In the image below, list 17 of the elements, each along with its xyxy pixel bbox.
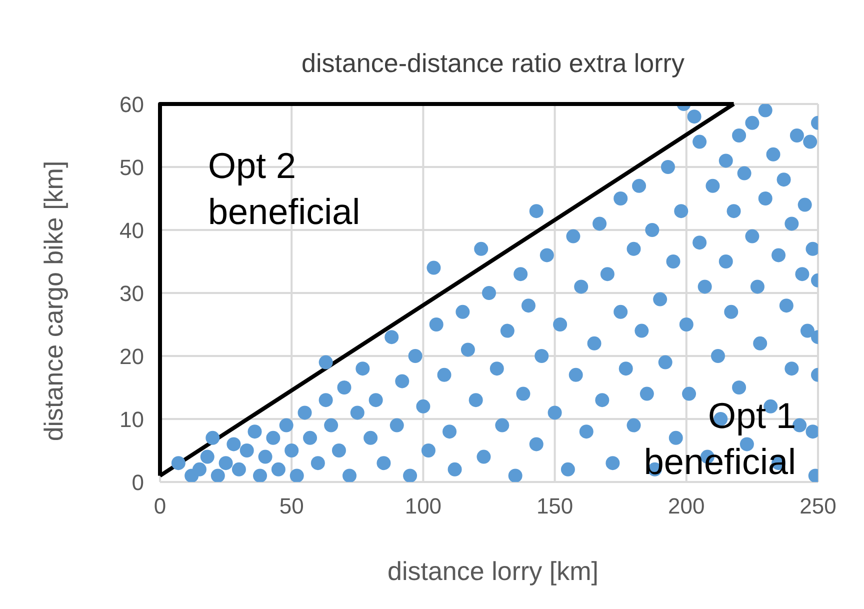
chart-title: distance-distance ratio extra lorry: [300, 48, 686, 79]
y-tick-label: 60: [120, 92, 144, 117]
x-tick-label: 150: [536, 494, 574, 519]
x-tick-label: 0: [154, 494, 166, 519]
annotation: Opt 2 beneficial: [208, 144, 362, 234]
x-axis-title: distance lorry [km]: [386, 556, 600, 587]
y-tick-label: 40: [120, 218, 144, 243]
y-tick-label: 0: [132, 470, 144, 495]
y-tick-label: 20: [120, 344, 144, 369]
x-tick-label: 100: [404, 494, 442, 519]
x-tick-label: 50: [279, 494, 304, 519]
x-tick-label: 200: [668, 494, 705, 519]
y-tick-label: 30: [120, 280, 144, 306]
y-tick-label: 10: [120, 406, 144, 432]
y-axis-title: distance cargo bike [km]: [38, 160, 70, 442]
x-tick-label: 250: [800, 494, 836, 519]
y-tick-label: 50: [120, 154, 144, 180]
